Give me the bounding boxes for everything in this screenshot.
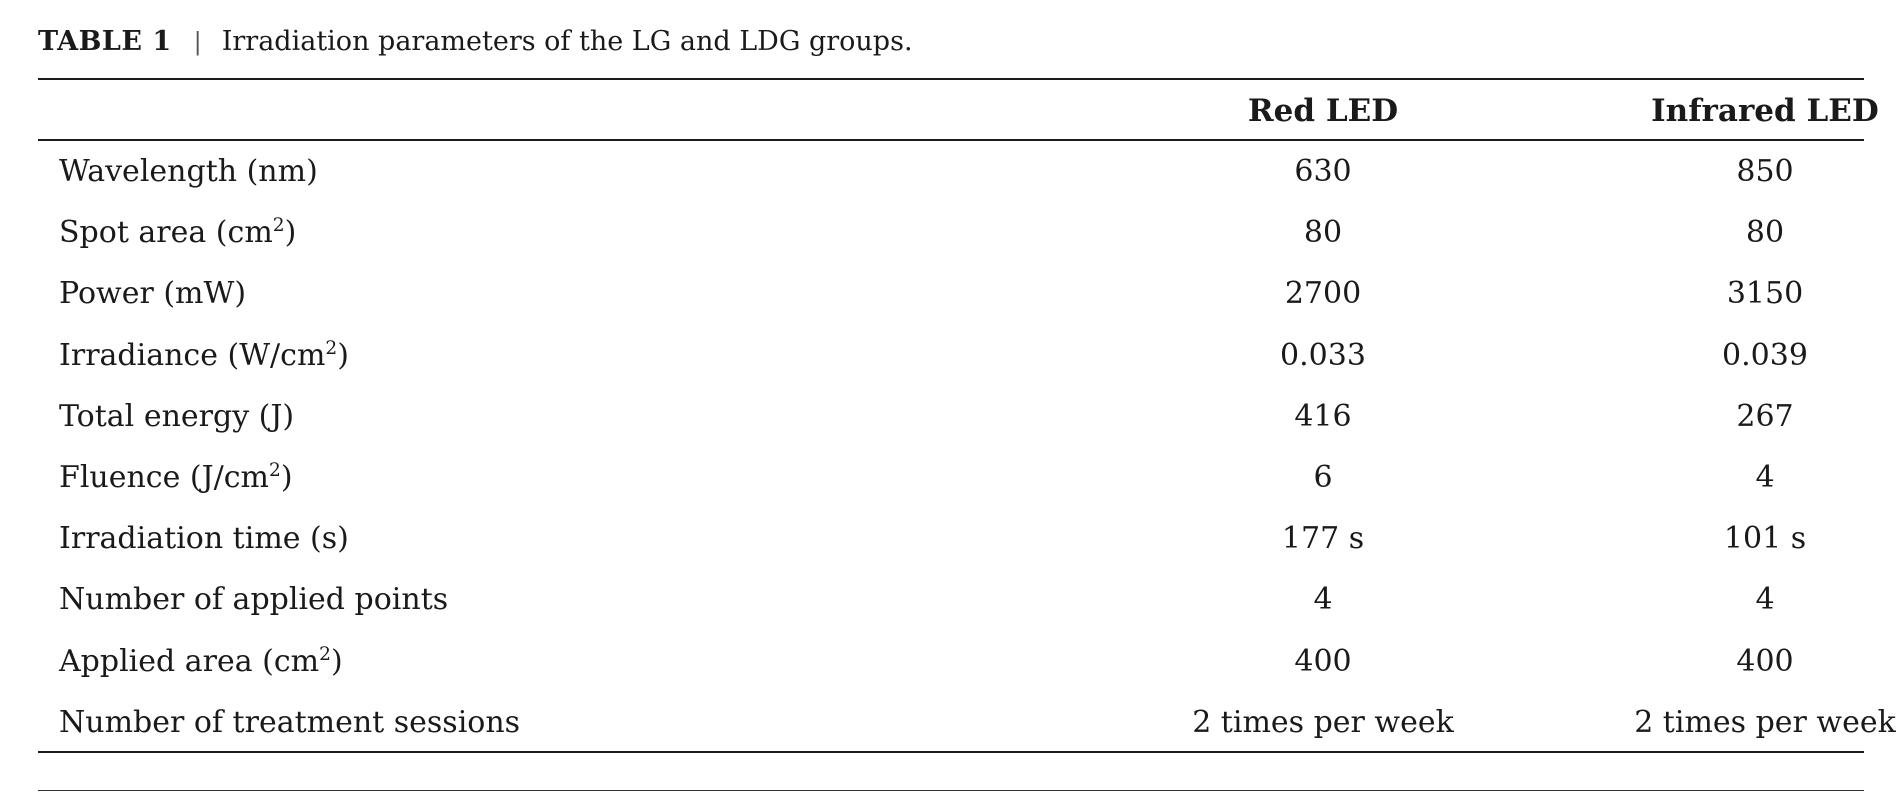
table-row: Number of treatment sessions 2 times per… (38, 691, 1896, 752)
column-header-red-led: Red LED (1247, 93, 1399, 129)
parameter-label: Irradiance (W/cm2) (59, 337, 349, 373)
parameter-label: Fluence (J/cm2) (59, 459, 293, 495)
parameter-label: Number of treatment sessions (59, 704, 521, 740)
infrared-led-value: 0.039 (1722, 337, 1808, 373)
red-led-value: 2 times per week (1192, 704, 1454, 740)
parameter-label: Number of applied points (59, 582, 449, 618)
infrared-led-value: 80 (1745, 215, 1785, 251)
table-caption: TABLE 1 | Irradiation parameters of the LG… (38, 24, 913, 60)
table-row: Fluence (J/cm2) 6 4 (38, 446, 1864, 507)
red-led-value: 6 (1313, 459, 1333, 495)
table-row: Wavelength (nm) 630 850 (38, 140, 1864, 201)
red-led-value: 630 (1294, 154, 1352, 189)
parameter-label: Irradiation time (s) (59, 521, 349, 557)
caption-text: Irradiation parameters of the LG and LDG… (221, 26, 913, 57)
table-row: Irradiance (W/cm2) 0.033 0.039 (38, 324, 1864, 385)
table-bottom-rule (38, 751, 1864, 753)
table-body: Wavelength (nm) 630 850 Spot area (cm2) … (38, 140, 1896, 752)
infrared-led-value: 2 times per week (1634, 704, 1896, 740)
caption-separator: | (193, 28, 202, 56)
table-row: Spot area (cm2) 80 80 (38, 201, 1864, 262)
parameter-label: Applied area (cm2) (59, 643, 343, 679)
table-header-row: Red LED Infrared LED (38, 80, 1879, 139)
infrared-led-value: 267 (1736, 398, 1794, 434)
infrared-led-value: 4 (1755, 459, 1775, 495)
infrared-led-value: 101 s (1723, 521, 1807, 557)
table-row: Total energy (J) 416 267 (38, 385, 1864, 446)
red-led-value: 4 (1313, 582, 1333, 618)
red-led-value: 80 (1303, 215, 1343, 251)
infrared-led-value: 3150 (1726, 276, 1804, 312)
table-row: Applied area (cm2) 400 400 (38, 630, 1864, 691)
table-label: TABLE 1 (38, 26, 172, 57)
parameter-label: Total energy (J) (59, 398, 295, 434)
footnote-rule (38, 790, 1864, 791)
red-led-value: 177 s (1281, 521, 1365, 557)
parameter-label: Spot area (cm2) (59, 215, 297, 251)
red-led-value: 416 (1294, 398, 1352, 434)
table-row: Power (mW) 2700 3150 (38, 262, 1864, 323)
infrared-led-value: 4 (1755, 582, 1775, 618)
red-led-value: 2700 (1284, 276, 1362, 312)
column-header-infrared-led: Infrared LED (1651, 93, 1879, 129)
table-row: Number of applied points 4 4 (38, 568, 1864, 629)
table-top-rule (38, 78, 1864, 80)
table-header-rule (38, 139, 1864, 141)
parameter-label: Wavelength (nm) (59, 154, 318, 189)
red-led-value: 0.033 (1280, 337, 1366, 373)
table-row: Irradiation time (s) 177 s 101 s (38, 507, 1864, 568)
infrared-led-value: 400 (1736, 643, 1794, 679)
infrared-led-value: 850 (1736, 154, 1794, 189)
red-led-value: 400 (1294, 643, 1352, 679)
parameter-label: Power (mW) (59, 276, 247, 312)
